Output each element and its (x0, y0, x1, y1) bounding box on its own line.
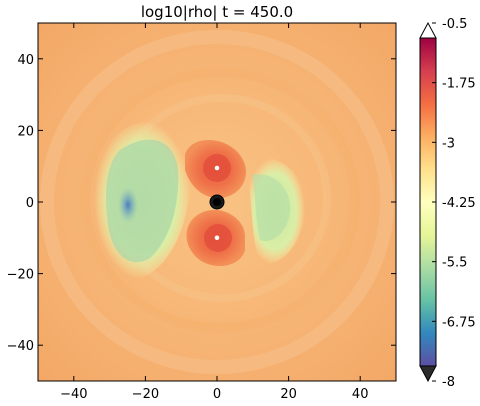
x-tick-label: −20 (132, 387, 159, 402)
x-tick-label: 0 (213, 387, 221, 402)
chart-title: log10|rho| t = 450.0 (141, 3, 293, 21)
markers (209, 165, 225, 241)
y-tick-label: 20 (17, 124, 34, 139)
x-tick-label: 40 (352, 387, 369, 402)
density-field (38, 23, 396, 381)
y-axis: −40 −20 0 20 40 (7, 53, 396, 354)
x-axis: −40 −20 0 20 40 (60, 23, 368, 402)
colorbar-tick-label: -5.5 (442, 256, 467, 271)
y-tick-label: −40 (7, 339, 34, 354)
colorbar-extend-max (419, 21, 437, 39)
colorbar-tick-label: -6.75 (442, 315, 476, 330)
colorbar-tick-label: -8 (442, 375, 455, 390)
y-tick-label: −20 (7, 268, 34, 283)
colorbar-extend-min (419, 365, 437, 383)
upper-companion-marker (214, 165, 220, 171)
x-tick-label: −40 (60, 387, 87, 402)
colorbar: -0.5 -1.75 -3 -4.25 -5.5 -6.75 -8 (419, 17, 476, 390)
colorbar-tick-label: -4.25 (442, 196, 476, 211)
lower-companion-marker (214, 235, 220, 241)
colorbar-tick-label: -3 (442, 136, 455, 151)
x-tick-label: 20 (280, 387, 297, 402)
colorbar-ticks: -0.5 -1.75 -3 -4.25 -5.5 -6.75 -8 (432, 17, 476, 390)
colorbar-tick-label: -0.5 (442, 17, 467, 32)
black-hole-core (213, 198, 221, 206)
y-tick-label: 0 (26, 196, 34, 211)
y-tick-label: 40 (17, 53, 34, 68)
colorbar-tick-label: -1.75 (442, 77, 476, 92)
